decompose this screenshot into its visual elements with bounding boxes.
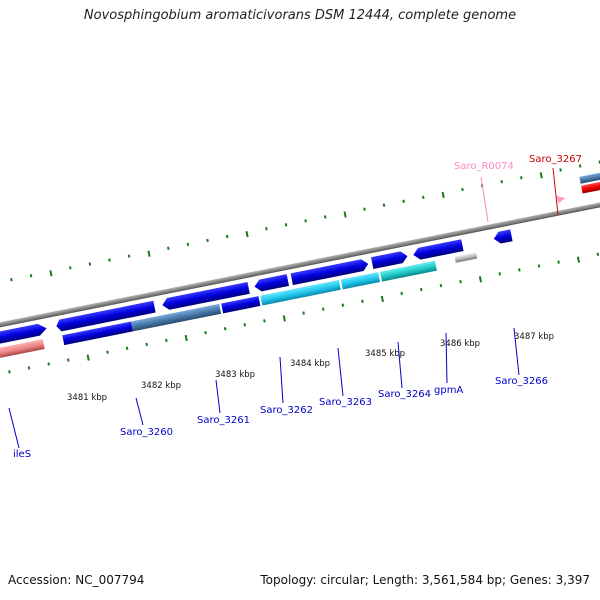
inner-tick-ring [8,252,600,374]
reverse-strand-features [556,159,600,204]
outer-tick-ring [10,160,600,282]
tick-label-3481: 3481 kbp [67,393,107,403]
tick-label-3487: 3487 kbp [514,332,554,342]
gene-saro-3263-cog[interactable] [260,280,341,306]
gene-label-saro-3267[interactable]: Saro_3267 [529,154,582,165]
gene-saro-3264-cds[interactable] [371,250,409,270]
tick-label-3485: 3485 kbp [365,349,405,359]
gene-label-gpma[interactable]: gpmA [434,385,463,396]
gene-label-saro-r0074[interactable]: Saro_R0074 [454,161,514,172]
gene-ilest-cds[interactable] [0,322,48,363]
gene-label-saro-3264[interactable]: Saro_3264 [378,389,431,400]
gene-label-iles[interactable]: ileS [13,449,31,460]
gene-label-saro-3261[interactable]: Saro_3261 [197,415,250,426]
map-title: Novosphingobium aromaticivorans DSM 1244… [83,8,517,23]
rna-feature-saro-r0074[interactable] [556,194,566,204]
tick-label-3482: 3482 kbp [141,381,181,391]
gene-saro-3266-cds[interactable] [493,229,513,244]
gene-saro-3263-cds[interactable] [290,258,370,286]
genome-backbone [0,175,600,357]
gene-label-saro-3266[interactable]: Saro_3266 [495,376,548,387]
cog-track [0,252,478,377]
gene-leader-lines [8,167,559,449]
tick-label-3484: 3484 kbp [290,359,330,369]
gene-gpma-cds[interactable] [412,239,464,261]
gene-label-saro-3262[interactable]: Saro_3262 [260,405,313,416]
gene-saro-3267-cog[interactable] [579,159,600,184]
cds-track [0,229,513,363]
accession-text: Accession: NC_007794 [8,573,145,587]
gene-saro-3261-cog[interactable] [130,303,222,332]
gene-saro-3261-cds[interactable] [161,281,250,311]
tick-label-3483: 3483 kbp [215,370,255,380]
kbp-labels: 3481 kbp 3482 kbp 3483 kbp 3484 kbp 3485… [67,332,554,403]
gene-saro-3260-cog[interactable] [62,321,133,346]
gene-iles-cog[interactable] [0,339,45,377]
gene-gpma-cog[interactable] [380,260,437,282]
gene-saro-3266-cog[interactable] [454,252,478,263]
gene-labels: ileS Saro_3260 Saro_3261 Saro_3262 Saro_… [13,154,582,460]
gene-label-saro-3260[interactable]: Saro_3260 [120,427,173,438]
gene-label-saro-3263[interactable]: Saro_3263 [319,397,372,408]
gene-saro-3260-cds[interactable] [55,300,156,332]
gene-saro-3262-cds[interactable] [253,274,290,292]
gene-saro-3262-cog[interactable] [221,296,261,314]
tick-label-3486: 3486 kbp [440,339,480,349]
genome-summary-text: Topology: circular; Length: 3,561,584 bp… [260,573,590,587]
gene-saro-3264-cog[interactable] [340,272,381,290]
